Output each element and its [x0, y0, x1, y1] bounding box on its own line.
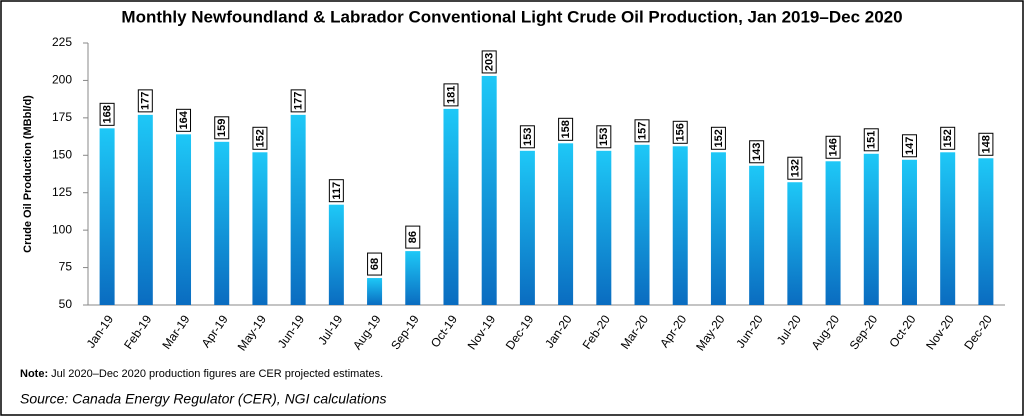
note-text: Jul 2020–Dec 2020 production figures are… [48, 368, 383, 380]
bar [940, 152, 956, 305]
value-label: 181 [445, 86, 457, 104]
y-axis-label: Crude Oil Production (MBbl/d) [22, 95, 34, 253]
value-label: 132 [789, 159, 801, 177]
y-tick-label: 225 [52, 35, 72, 49]
y-tick-label: 100 [52, 222, 72, 236]
bar [328, 204, 344, 305]
bar [214, 141, 230, 305]
bar [863, 153, 879, 305]
bar [825, 161, 841, 305]
value-label: 159 [216, 119, 228, 137]
value-label: 158 [560, 120, 572, 138]
value-label-box [290, 89, 306, 113]
value-label-box [443, 83, 459, 107]
value-label: 147 [904, 137, 916, 155]
note: Note: Jul 2020–Dec 2020 production figur… [20, 368, 383, 380]
bar [137, 114, 153, 305]
value-label-box [328, 179, 344, 203]
y-tick-label: 50 [59, 297, 73, 311]
bar [558, 143, 574, 305]
y-tick-label: 125 [52, 185, 72, 199]
value-label-box [519, 125, 535, 149]
value-label: 157 [636, 122, 648, 140]
value-label: 152 [713, 129, 725, 147]
bar [749, 165, 765, 305]
value-label-box [940, 126, 956, 150]
value-label-box [787, 156, 803, 180]
value-label: 153 [522, 128, 534, 146]
bar [901, 159, 917, 305]
bar [481, 75, 497, 306]
value-label-box [901, 134, 917, 158]
value-label-box [367, 252, 383, 276]
bar [99, 128, 115, 305]
value-label: 86 [407, 231, 419, 243]
y-tick-label: 175 [52, 110, 72, 124]
value-label: 168 [102, 105, 114, 123]
bar [787, 182, 803, 305]
value-label-box [672, 120, 688, 144]
value-label-box [558, 117, 574, 141]
y-tick-label: 150 [52, 147, 72, 161]
bar [596, 150, 612, 305]
bar [290, 114, 306, 305]
y-tick-label: 200 [52, 73, 72, 87]
value-label-box [749, 140, 765, 164]
bar [443, 108, 459, 305]
value-label: 153 [598, 128, 610, 146]
value-label-box [137, 89, 153, 113]
value-label: 152 [254, 129, 266, 147]
value-label-box [176, 108, 192, 132]
chart-title: Monthly Newfoundland & Labrador Conventi… [121, 7, 902, 26]
value-label: 68 [369, 258, 381, 270]
value-label: 152 [942, 129, 954, 147]
y-tick-label: 75 [59, 260, 73, 274]
bar [252, 152, 268, 305]
value-label-box [252, 126, 268, 150]
value-label: 203 [484, 53, 496, 71]
value-label-box [596, 125, 612, 149]
value-label: 117 [331, 182, 343, 200]
value-label: 164 [178, 110, 190, 129]
bar [634, 144, 650, 305]
value-label-box [481, 50, 497, 74]
value-label: 156 [675, 123, 687, 141]
value-label-box [634, 119, 650, 143]
source: Source: Canada Energy Regulator (CER), N… [20, 391, 387, 407]
bar [176, 134, 192, 305]
bar [519, 150, 535, 305]
bar [672, 146, 688, 305]
value-label-box [863, 128, 879, 152]
value-label: 143 [751, 143, 763, 161]
value-label: 151 [866, 131, 878, 149]
value-label: 146 [827, 138, 839, 156]
value-label-box [825, 135, 841, 159]
value-label: 177 [140, 92, 152, 110]
value-label-box [405, 225, 421, 249]
value-label-box [214, 116, 230, 140]
value-label-box [978, 132, 994, 156]
value-label-box [99, 102, 115, 126]
value-label: 177 [293, 92, 305, 110]
bar [405, 251, 421, 305]
bar [978, 158, 994, 305]
bar [367, 278, 383, 305]
value-label: 148 [980, 135, 992, 153]
note-label: Note: [20, 368, 48, 380]
bar [710, 152, 726, 305]
value-label-box [710, 126, 726, 150]
